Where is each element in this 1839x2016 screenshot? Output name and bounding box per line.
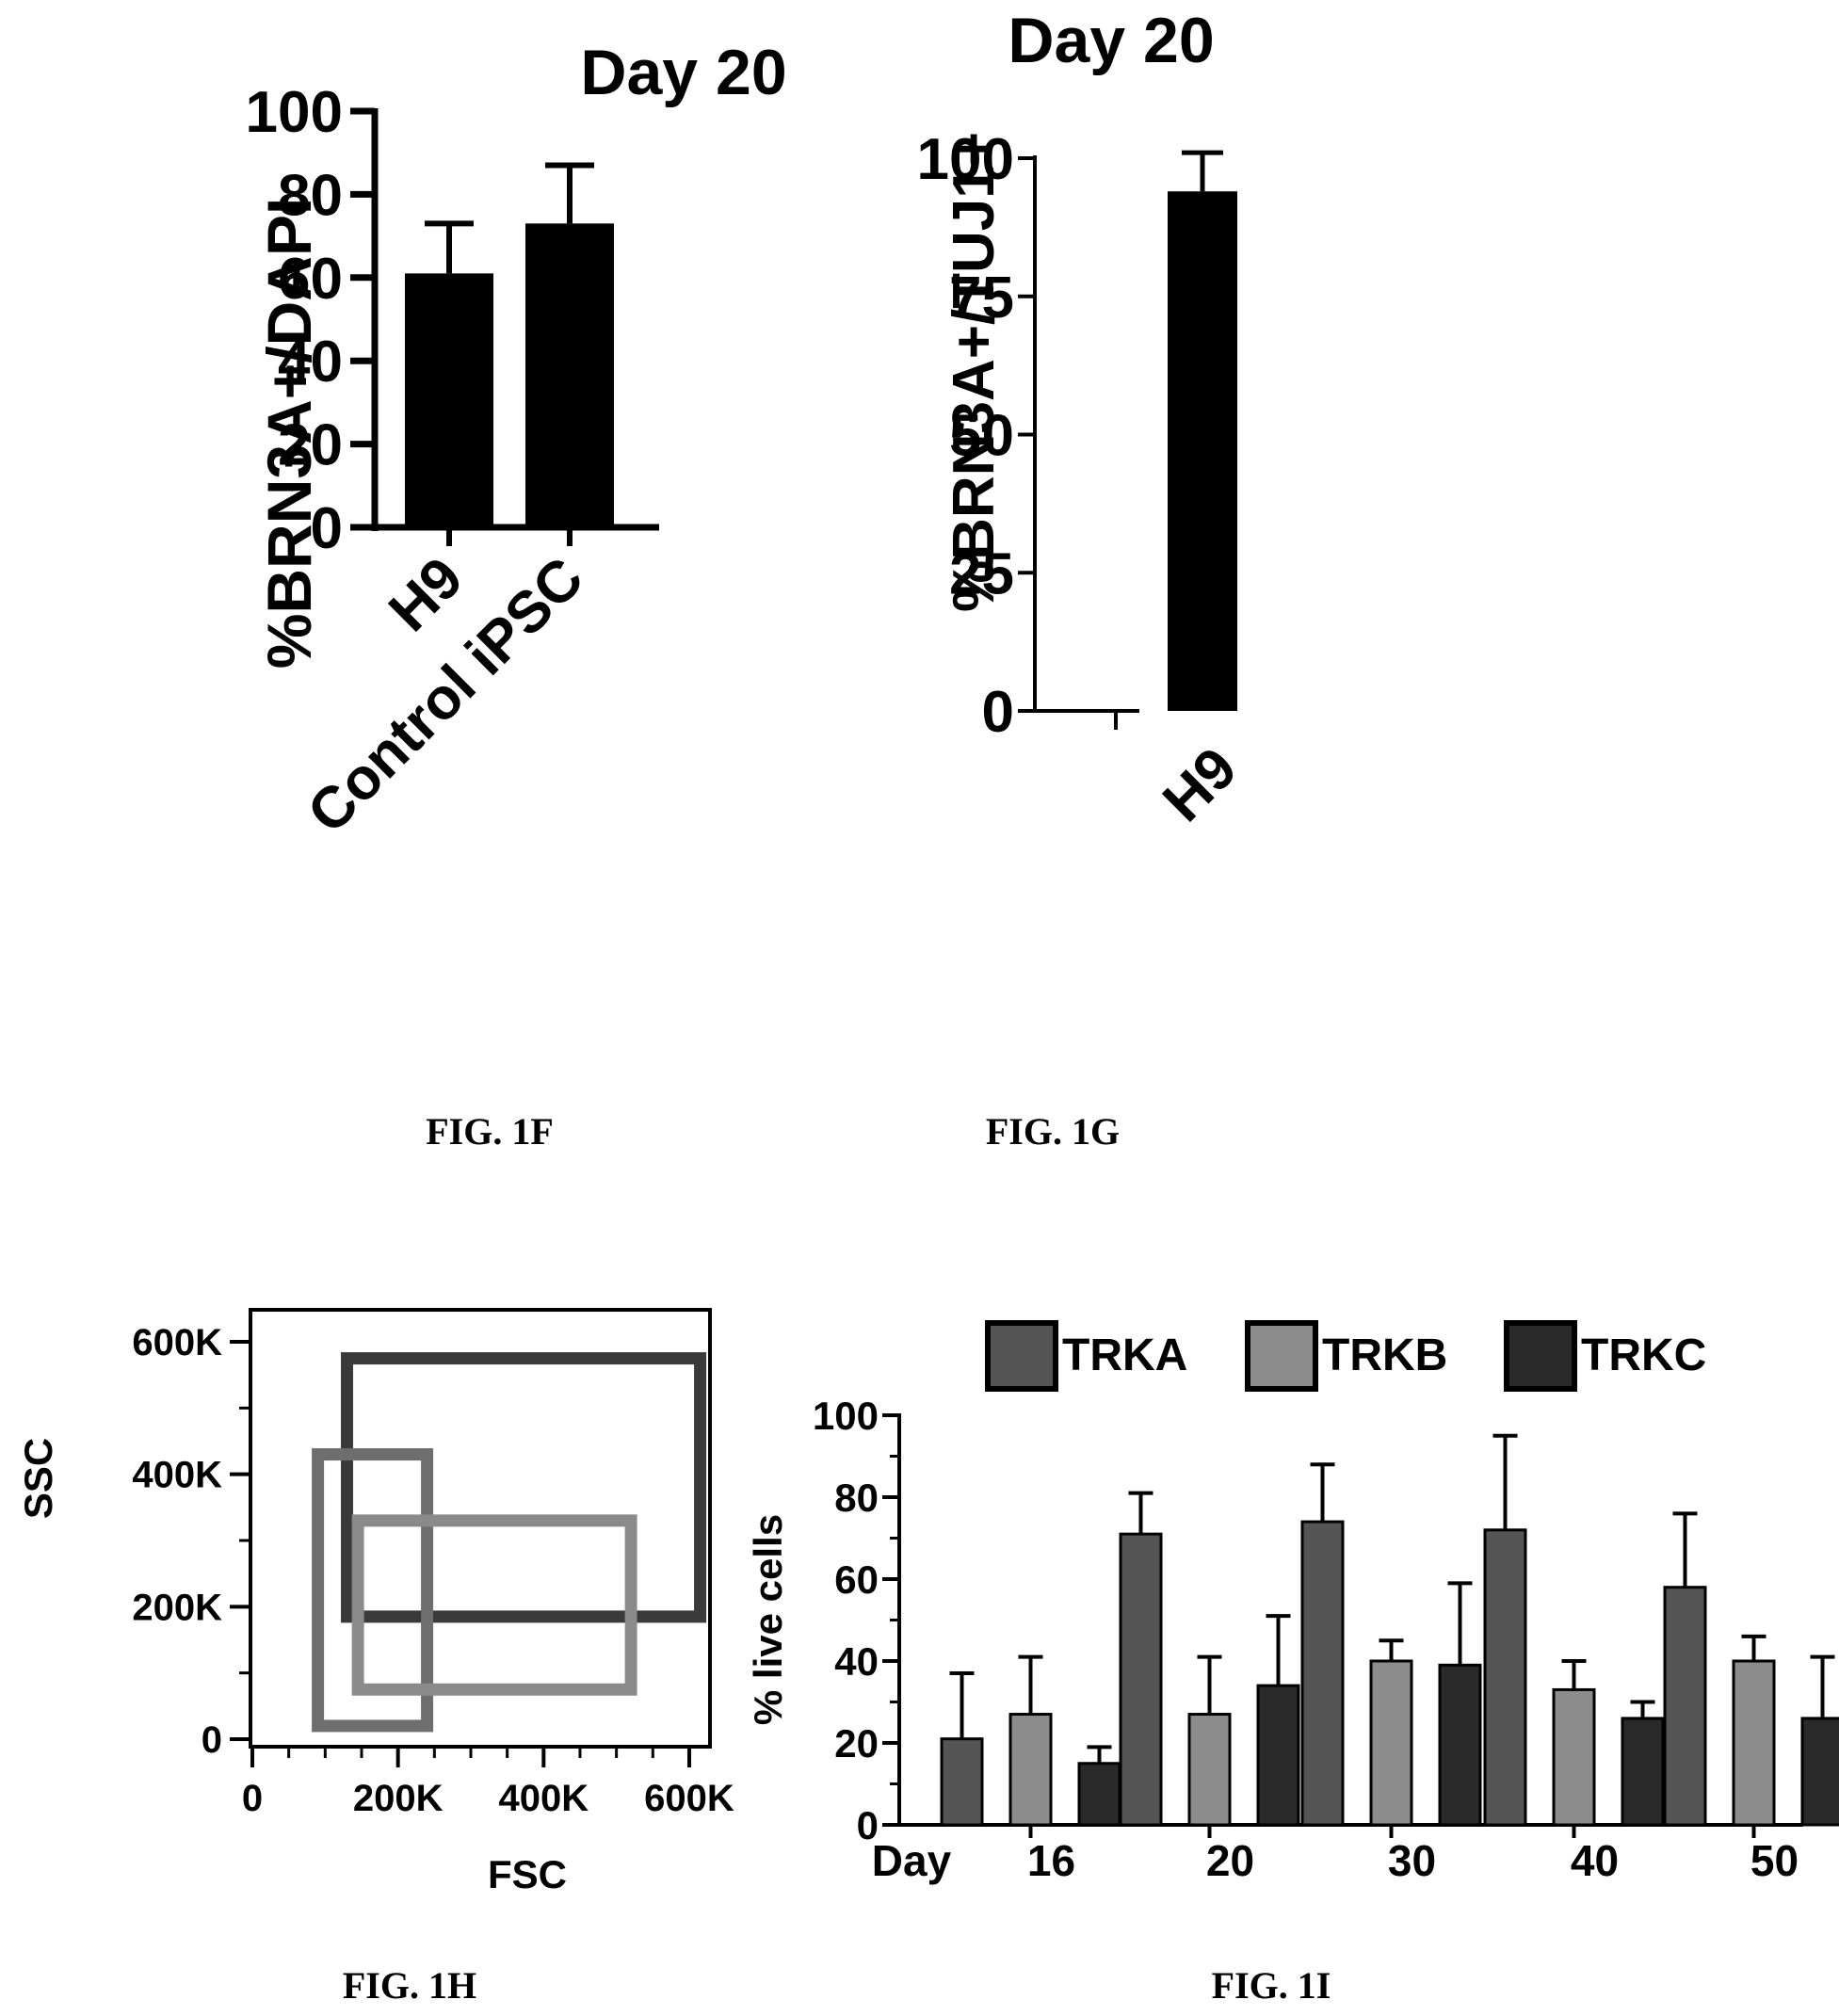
y-tick-label: 50	[949, 404, 1014, 469]
x-tick-label: 16	[1027, 1836, 1075, 1885]
chart-1i-legend: TRKA TRKB TRKC	[985, 1320, 1706, 1392]
y-tick-label: 20	[278, 413, 343, 478]
y-tick-label: 100	[813, 1394, 879, 1438]
chart-1g-bars	[1168, 150, 1237, 712]
bar-trka	[1483, 1528, 1527, 1827]
x-tick-label: 0	[242, 1778, 263, 1819]
y-tick-label: 20	[834, 1721, 879, 1766]
chart-fig-1g: Day 20 %BRN3A+/TUJ1+ 0 25 50 75 100 H9 FIG. 1…	[917, 5, 1250, 1153]
legend-swatch-trkb	[1245, 1320, 1318, 1392]
legend-label-trkb: TRKB	[1322, 1331, 1447, 1380]
legend-label-trka: TRKA	[1062, 1331, 1187, 1380]
y-tick-label: 0	[982, 680, 1014, 745]
y-tick-label: 0	[311, 496, 343, 561]
x-tick-label: 400K	[499, 1778, 589, 1819]
bar-trkc	[1077, 1762, 1121, 1827]
y-tick-label: 0	[202, 1719, 222, 1761]
legend-label-trkc: TRKC	[1581, 1331, 1706, 1380]
x-axis-label: Day	[872, 1836, 952, 1885]
bar-h9	[405, 273, 493, 527]
x-tick-label: H9	[377, 545, 476, 644]
bar-trkb	[1008, 1713, 1053, 1827]
x-tick-label: H9	[1151, 735, 1250, 834]
chart-1h-xlabel: FSC	[488, 1852, 567, 1896]
bar-trkb	[1732, 1659, 1776, 1827]
bar-trkb	[1369, 1659, 1413, 1827]
chart-fig-1i: % live cells TRKA TRKB TRKC 0 20 40 60 80 100 16…	[746, 1320, 1839, 2007]
bar-trkc	[1621, 1717, 1665, 1827]
y-tick-label: 40	[834, 1639, 879, 1684]
chart-1h-ylabel: SSC	[16, 1438, 60, 1519]
gate-1	[341, 1352, 707, 1623]
bar-trka	[1119, 1532, 1163, 1827]
chart-1h-axes: 0 200K 400K 600K 0 200K 400K 600K	[132, 1308, 734, 1819]
y-tick-label: 100	[246, 80, 343, 145]
bar-trkb	[1552, 1687, 1596, 1827]
bar-trka	[940, 1737, 984, 1827]
x-tick-label: 30	[1388, 1836, 1436, 1885]
y-tick-label: 60	[278, 247, 343, 312]
y-tick-label: 25	[949, 541, 1014, 606]
bar-trka	[1300, 1520, 1345, 1827]
x-tick-label: 20	[1206, 1836, 1254, 1885]
chart-1h-caption: FIG. 1H	[343, 1964, 476, 2007]
legend-swatch-trkc	[1504, 1320, 1577, 1392]
y-tick-label: 80	[834, 1476, 879, 1520]
chart-fig-1f: Day 20 %BRN3A+/DAPI 020406080100H9Contro…	[246, 37, 787, 1153]
y-tick-label: 75	[949, 266, 1014, 331]
chart-1h-gates	[312, 1352, 707, 1733]
gate-3	[351, 1514, 637, 1696]
chart-1g-ylabel: %BRN3A+/TUJ1+	[942, 132, 1007, 612]
bar-trkc	[1256, 1684, 1300, 1827]
chart-1f-caption: FIG. 1F	[426, 1110, 554, 1153]
y-tick-label: 200K	[132, 1587, 222, 1628]
y-tick-label: 80	[278, 163, 343, 228]
legend-swatch-trka	[985, 1320, 1058, 1392]
bar-control-ipsc	[525, 223, 614, 527]
x-tick-label: 600K	[644, 1778, 734, 1819]
chart-1i-axes: 0 20 40 60 80 100 16 20 30 40 50 Day	[813, 1394, 1803, 1885]
y-tick-label: 400K	[132, 1455, 222, 1496]
chart-1f-title: Day 20	[580, 37, 786, 108]
bar-trka	[1663, 1586, 1707, 1827]
y-tick-label: 40	[278, 330, 343, 395]
scatter-points	[260, 1331, 741, 1741]
y-tick-label: 600K	[132, 1322, 222, 1363]
bar-trkc	[1800, 1717, 1839, 1827]
chart-1i-caption: FIG. 1I	[1212, 1964, 1331, 2007]
y-tick-label: 100	[917, 127, 1014, 192]
gate-2	[312, 1448, 434, 1733]
y-tick-label: 0	[857, 1803, 879, 1847]
plot-frame	[249, 1308, 712, 1749]
chart-1i-ylabel: % live cells	[746, 1514, 790, 1725]
chart-1f-bars	[405, 162, 614, 527]
x-tick-label: 40	[1571, 1836, 1619, 1885]
chart-fig-1h: SSC FSC 0 200K 400K 600K 0 200K 400K 600K FIG. …	[16, 1308, 741, 2007]
bar-h9	[1168, 191, 1237, 712]
x-tick-label: 200K	[353, 1778, 444, 1819]
chart-1h-scatter-points	[260, 1331, 741, 1741]
chart-1g-title: Day 20	[1008, 5, 1214, 76]
chart-1g-caption: FIG. 1G	[986, 1110, 1120, 1153]
bar-trkb	[1187, 1713, 1232, 1827]
bar-trkc	[1438, 1663, 1482, 1827]
chart-1f-ylabel: %BRN3A+/DAPI	[254, 198, 324, 669]
chart-1i-bars	[940, 1433, 1839, 1827]
x-tick-label: 50	[1750, 1836, 1799, 1885]
y-tick-label: 60	[834, 1557, 879, 1602]
